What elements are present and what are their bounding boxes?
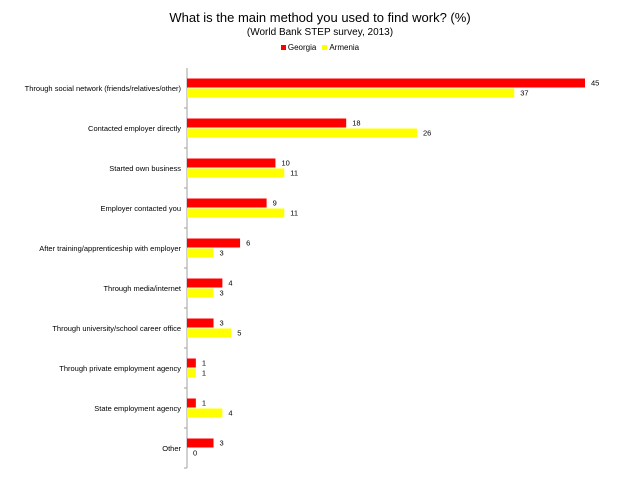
bar-georgia [187,198,267,208]
category-label: State employment agency [94,404,181,413]
legend: Georgia Armenia [0,43,640,52]
data-label-armenia: 3 [220,249,224,258]
bar-georgia [187,158,276,168]
bar-armenia [187,408,223,418]
category-label: Through media/internet [103,284,181,293]
bar-armenia [187,368,196,378]
bar-georgia [187,278,223,288]
data-label-georgia: 1 [202,359,206,368]
chart-title: What is the main method you used to find… [169,10,471,25]
bar-armenia [187,248,214,258]
bar-georgia [187,238,241,248]
data-label-armenia: 5 [237,329,241,338]
category-label: Through private employment agency [59,364,181,373]
bar-armenia [187,328,232,338]
bar-georgia [187,398,196,408]
data-label-georgia: 9 [273,199,277,208]
bar-armenia [187,168,285,178]
data-label-georgia: 3 [220,319,224,328]
data-label-armenia: 4 [228,409,232,418]
data-label-georgia: 1 [202,399,206,408]
bar-georgia [187,78,585,88]
data-label-georgia: 6 [246,239,250,248]
legend-item-georgia: Georgia [280,43,317,52]
legend-item-armenia: Armenia [322,43,359,52]
bar-armenia [187,88,515,98]
data-label-georgia: 3 [220,439,224,448]
legend-label-georgia: Georgia [287,43,317,52]
data-label-georgia: 10 [281,159,289,168]
bar-armenia [187,288,214,298]
data-label-georgia: 4 [228,279,232,288]
data-label-armenia: 3 [220,289,224,298]
bar-georgia [187,318,214,328]
category-label: Contacted employer directly [88,124,181,133]
bar-georgia [187,438,214,448]
category-label: After training/apprenticeship with emplo… [39,244,181,253]
data-label-armenia: 0 [193,449,197,458]
category-label: Through social network (friends/relative… [25,84,182,93]
data-label-georgia: 18 [352,119,360,128]
category-label: Other [162,444,181,453]
data-label-armenia: 26 [423,129,431,138]
legend-swatch-georgia [280,45,286,50]
category-label: Employer contacted you [101,204,181,213]
data-label-armenia: 1 [202,369,206,378]
data-label-georgia: 45 [591,79,599,88]
legend-label-armenia: Armenia [329,43,360,52]
legend-swatch-armenia [322,45,328,50]
data-label-armenia: 11 [290,169,298,178]
data-label-armenia: 37 [520,89,528,98]
chart-subtitle: (World Bank STEP survey, 2013) [246,27,394,38]
category-label: Started own business [109,164,181,173]
data-label-armenia: 11 [290,209,298,218]
category-label: Through university/school career office [52,324,181,333]
bar-georgia [187,358,196,368]
bar-armenia [187,128,417,138]
bar-armenia [187,208,285,218]
bar-georgia [187,118,347,128]
